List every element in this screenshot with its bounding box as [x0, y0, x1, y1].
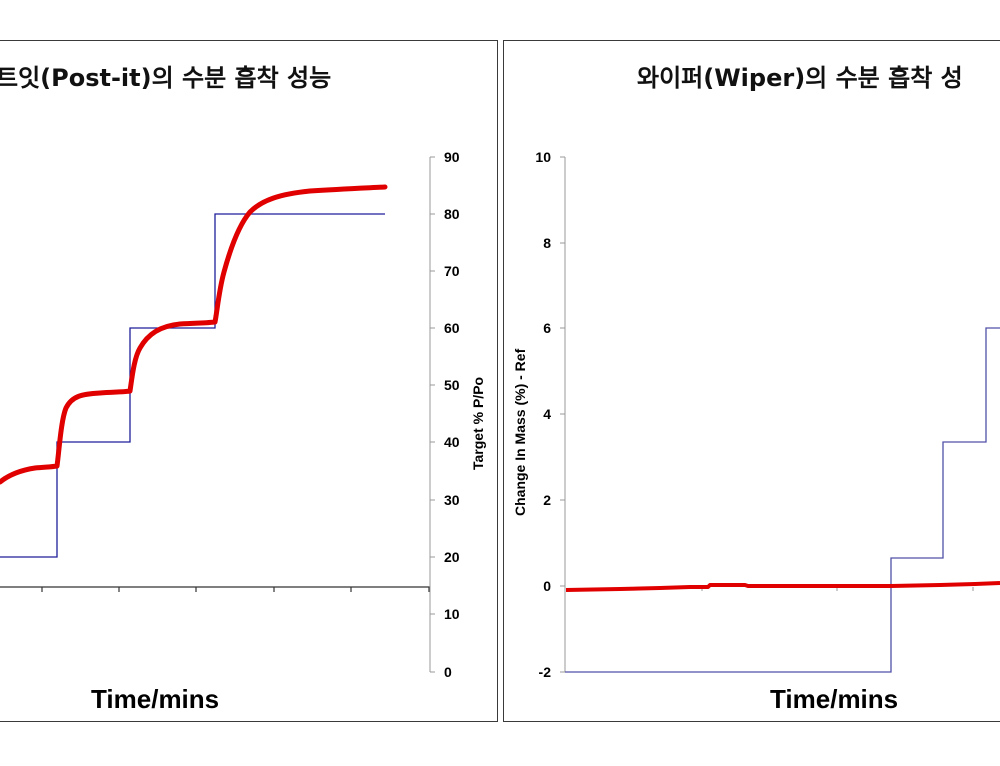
svg-text:8: 8: [543, 235, 551, 251]
svg-text:-2: -2: [539, 664, 552, 680]
right-chart-title: 와이퍼(Wiper)의 수분 흡착 성: [637, 64, 963, 92]
left-x-axis-label: Time/mins: [91, 684, 220, 714]
left-y2-ticks: [430, 156, 435, 673]
svg-text:6: 6: [543, 320, 551, 336]
svg-text:10: 10: [444, 606, 460, 622]
right-y-axis-label: Change In Mass (%) - Ref: [512, 348, 528, 516]
left-x-ticks: [41, 587, 430, 592]
left-plot: 90 80 70 60 50 40 30 20 10 0: [0, 149, 460, 680]
left-y-axis-label: Target % P/Po: [470, 376, 486, 470]
left-y2-tick-labels: 90 80 70 60 50 40 30 20 10 0: [444, 149, 460, 680]
svg-text:10: 10: [535, 149, 551, 165]
svg-text:60: 60: [444, 320, 460, 336]
svg-text:0: 0: [543, 578, 551, 594]
right-y-ticks: [560, 156, 565, 673]
svg-text:30: 30: [444, 492, 460, 508]
svg-text:70: 70: [444, 263, 460, 279]
svg-text:4: 4: [543, 406, 551, 422]
left-chart-frame: [0, 40, 498, 722]
svg-text:90: 90: [444, 149, 460, 165]
left-target-series: [0, 213, 385, 558]
svg-text:80: 80: [444, 206, 460, 222]
svg-text:2: 2: [543, 492, 551, 508]
right-x-axis-label: Time/mins: [770, 684, 899, 714]
svg-text:50: 50: [444, 377, 460, 393]
left-mass-series: [0, 184, 388, 485]
svg-text:20: 20: [444, 549, 460, 565]
right-chart-frame: [503, 40, 1000, 722]
right-target-series: [565, 327, 1000, 673]
right-plot: 10 8 6 4 2 0 -2: [535, 149, 1000, 680]
right-y-tick-labels: 10 8 6 4 2 0 -2: [535, 149, 551, 680]
right-mass-series: [565, 581, 1000, 592]
svg-text:40: 40: [444, 434, 460, 450]
left-chart-title: 트잇(Post-it)의 수분 흡착 성능: [0, 64, 332, 92]
svg-text:0: 0: [444, 664, 452, 680]
